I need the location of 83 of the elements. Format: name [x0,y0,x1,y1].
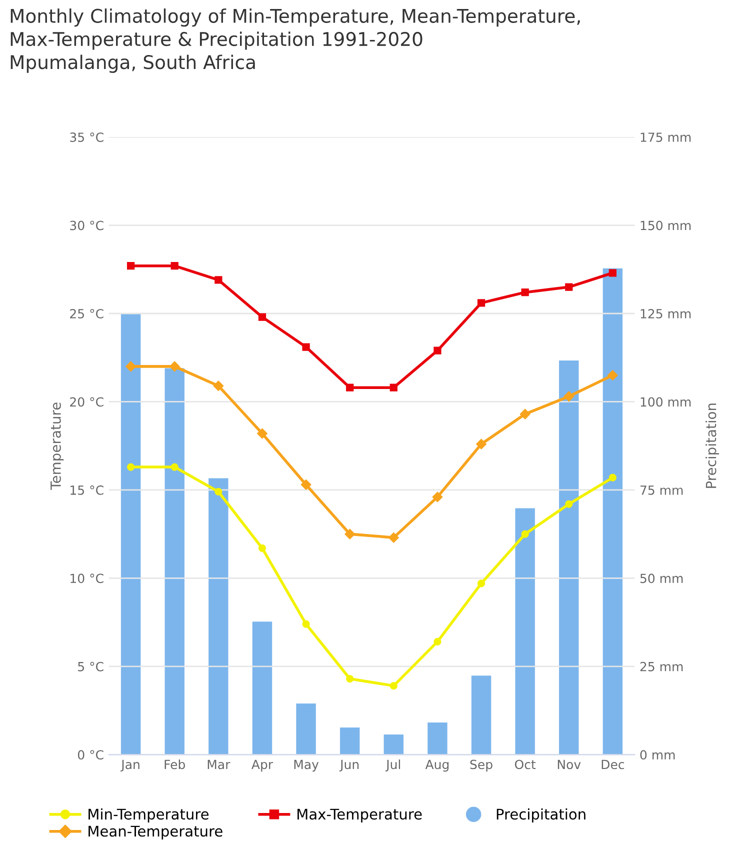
point [214,488,222,496]
point [477,299,486,307]
x-tick-label: May [294,760,319,772]
legend-label: Max-Temperature [298,808,422,822]
y-tick-label: 5 °C [78,662,104,672]
x-tick-label: Nov [558,760,581,770]
point [521,288,529,296]
y-axis-title: Temperature [50,402,64,490]
legend-label: Min-Temperature [88,808,209,822]
point [477,580,486,588]
y2-tick-label: 50 mm [640,574,683,584]
point [344,528,355,540]
bar [602,268,623,755]
point [390,682,398,690]
bar [340,727,360,755]
x-tick-label: Apr [252,760,274,772]
y2-tick-label: 25 mm [640,662,683,672]
y2-tick-label: 75 mm [640,486,683,495]
bar [384,734,404,755]
y2-tick-label: 175 mm [640,132,691,142]
bar [164,368,184,755]
point [346,384,354,392]
x-tick-label: Feb [164,759,185,770]
point [608,370,618,380]
point [521,530,529,538]
y-tick-label: 10 °C [70,574,104,584]
point [258,313,266,321]
point [564,391,574,402]
y2-tick-label: 150 mm [640,220,691,230]
point [346,674,354,683]
y2-axis-title: Precipitation [706,404,719,488]
point [432,492,443,502]
point [300,480,312,490]
y-tick-label: 30 °C [70,220,104,230]
point [170,262,178,270]
bar [296,703,316,755]
x-tick-label: Sep [470,760,492,772]
point [608,474,617,482]
point [258,544,266,552]
x-tick-label: Aug [425,760,449,772]
bar [471,676,492,755]
point [434,346,442,354]
y-tick-label: 0 °C [78,750,104,760]
legend-label: Mean-Temperature [88,826,222,840]
point [170,463,178,471]
point [302,620,310,628]
y-tick-label: 20 °C [70,397,104,407]
point [608,269,617,277]
chart-title: Monthly Climatology of Min-Temperature, Mean-Temperature, Max-Temperature & Precipitation 1991-2020 Mpumalanga, South Africa [10,8,580,73]
legend-label: Precipitation [496,808,586,822]
y-tick-label: 35 °C [70,132,104,142]
point [213,380,224,391]
point [520,408,530,420]
point [565,283,573,291]
point [390,384,398,392]
point [388,532,399,543]
x-tick-label: Jan [120,760,140,772]
point [476,438,486,450]
y2-tick-label: 100 mm [640,397,691,407]
point [169,361,180,372]
x-tick-label: Oct [514,760,536,770]
point [434,638,442,646]
x-tick-label: Mar [208,760,230,770]
point [126,463,135,471]
point [257,428,268,439]
bar [559,360,579,755]
bar [208,478,228,755]
bar [428,722,448,755]
x-tick-label: Jul [385,759,400,772]
bar [252,622,272,755]
bar [120,314,141,755]
y-tick-label: 25 °C [70,308,104,318]
y2-tick-label: 0 mm [640,750,675,760]
point [126,361,136,372]
bar [515,508,535,755]
x-tick-label: Dec [602,760,624,770]
point [565,500,573,508]
y2-tick-label: 125 mm [640,308,691,318]
point [126,262,135,270]
x-tick-label: Jun [339,760,359,772]
point [302,343,310,351]
y-tick-label: 15 °C [70,485,104,495]
point [214,276,222,284]
